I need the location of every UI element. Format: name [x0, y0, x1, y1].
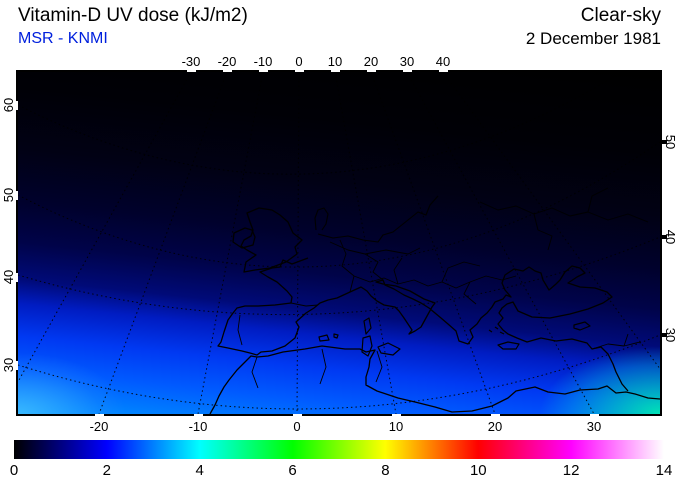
islands [318, 317, 591, 357]
bottom-axis-tickmark [293, 414, 302, 416]
top-axis-tickmark [439, 70, 448, 72]
top-axis-tickmark [295, 70, 304, 72]
top-axis-tickmark [331, 70, 340, 72]
top-axis-tick-label: 40 [435, 54, 451, 69]
map-canvas [18, 72, 660, 414]
colorbar-tick-label: 14 [655, 462, 673, 479]
condition-label: Clear-sky [580, 5, 661, 26]
bottom-axis-tickmark [590, 414, 599, 416]
bottom-axis-tickmark [491, 414, 500, 416]
top-axis-tickmark [367, 70, 376, 72]
page-title: Vitamin-D UV dose (kJ/m2) [18, 5, 248, 26]
colorbar-tick-label: 12 [562, 462, 580, 479]
graticule-lines [18, 72, 660, 414]
bottom-axis-tickmark [392, 414, 401, 416]
top-axis-tick-label: 10 [327, 54, 343, 69]
left-axis-tickmark [16, 273, 18, 282]
top-axis-tickmark [403, 70, 412, 72]
left-axis-tickmark [16, 191, 18, 200]
bottom-axis-tick-label: 20 [487, 419, 503, 434]
colorbar [14, 440, 664, 459]
top-axis-tick-label: 0 [295, 54, 303, 69]
right-axis-tickmark [662, 235, 667, 239]
top-axis-tick-label: -20 [217, 54, 237, 69]
colorbar-tick-label: 2 [102, 462, 112, 479]
bottom-axis-tickmark [194, 414, 203, 416]
country-borders [237, 187, 649, 389]
top-axis-tick-label: -10 [253, 54, 273, 69]
top-axis-tickmark [223, 70, 232, 72]
map-overlay-svg [18, 72, 660, 414]
map-frame [16, 70, 662, 416]
colorbar-tick-label: 4 [195, 462, 204, 479]
top-axis-tick-label: 20 [363, 54, 379, 69]
top-axis-tickmark [259, 70, 268, 72]
bottom-axis-tickmark [95, 414, 104, 416]
date-label: 2 December 1981 [525, 29, 661, 48]
left-axis-tickmark [16, 101, 18, 110]
colorbar-tick-label: 0 [9, 462, 19, 479]
colorbar-tick-label: 10 [469, 462, 487, 479]
colorbar-tick-label: 8 [381, 462, 390, 479]
top-axis-tickmark [187, 70, 196, 72]
bottom-axis-tick-label: 0 [293, 419, 301, 434]
top-axis-tick-label: 30 [399, 54, 415, 69]
source-label: MSR - KNMI [18, 30, 108, 47]
coastline-africa [209, 345, 660, 414]
coastline-mainland [217, 257, 629, 392]
bottom-axis-tick-label: 30 [586, 419, 602, 434]
right-axis-tickmark [662, 333, 667, 337]
bottom-axis-tick-label: -20 [89, 419, 109, 434]
colorbar-tick-label: 6 [288, 462, 297, 479]
coastline-ireland [232, 227, 256, 249]
coastline-baltic [314, 195, 439, 243]
bottom-axis-tick-label: -10 [188, 419, 208, 434]
left-axis-tickmark [16, 361, 18, 370]
bottom-axis-tick-label: 10 [388, 419, 404, 434]
top-axis-tick-label: -30 [181, 54, 201, 69]
right-axis-tickmark [662, 140, 667, 144]
